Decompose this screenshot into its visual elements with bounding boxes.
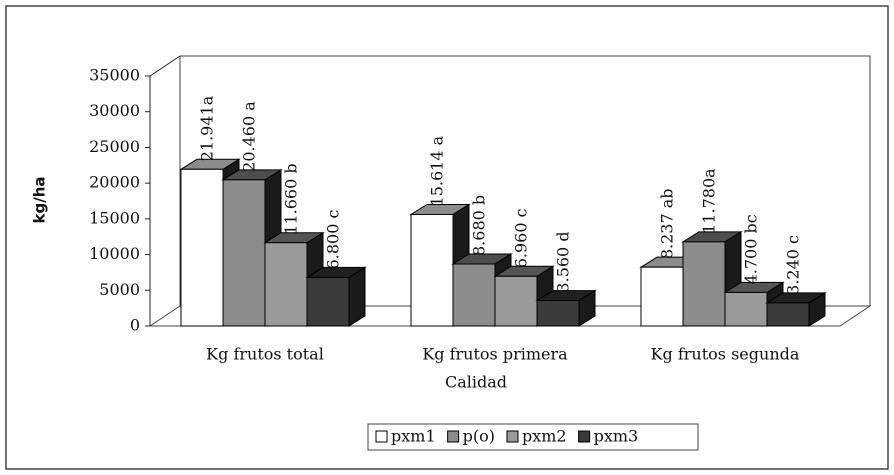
y-tick-label: 20000 <box>89 173 140 192</box>
value-label: 8.237 ab <box>658 188 677 259</box>
legend-label: p(o) <box>463 427 495 446</box>
value-label: 6.800 c <box>324 210 343 270</box>
value-label: 20.460 a <box>240 101 259 172</box>
legend-label: pxm1 <box>391 427 436 446</box>
bar <box>640 266 684 327</box>
value-label: 3.560 d <box>554 231 573 292</box>
y-tick-label: 25000 <box>89 137 140 156</box>
bar <box>724 291 768 327</box>
y-axis-label: kg/ha <box>31 177 49 224</box>
value-label: 4.700 bc <box>742 214 761 284</box>
bar <box>180 168 224 327</box>
legend-swatch <box>447 430 460 443</box>
value-label: 8.680 b <box>470 195 489 256</box>
value-label: 11.780a <box>700 168 719 234</box>
bar <box>536 300 580 327</box>
y-tick-label: 10000 <box>89 244 140 263</box>
legend-label: pxm3 <box>594 427 639 446</box>
value-label: 15.614 a <box>428 135 447 206</box>
x-tick-label: Kg frutos primera <box>422 345 568 364</box>
legend-swatch <box>578 430 591 443</box>
bar <box>306 276 350 327</box>
value-label: 11.660 b <box>282 163 301 234</box>
y-tick-label: 30000 <box>89 101 140 120</box>
y-tick-label: 15000 <box>89 208 140 227</box>
legend-swatch <box>506 430 519 443</box>
x-tick-label: Kg frutos segunda <box>651 345 800 364</box>
bar <box>766 302 810 327</box>
bar <box>222 179 266 327</box>
y-tick-label: 5000 <box>99 280 140 299</box>
legend-swatch <box>375 430 388 443</box>
value-label: 6.960 c <box>512 208 531 268</box>
value-label: 3.240 c <box>784 235 803 295</box>
y-tick-label: 35000 <box>89 66 140 85</box>
y-tick-label: 0 <box>130 316 140 335</box>
bar <box>410 213 454 327</box>
x-axis-label: Calidad <box>445 373 507 392</box>
bar <box>452 263 496 327</box>
bar <box>494 275 538 327</box>
axis-edge <box>149 55 181 77</box>
legend-label: pxm2 <box>522 427 567 446</box>
bar <box>264 242 308 327</box>
value-label: 21.941a <box>198 95 217 161</box>
x-tick-label: Kg frutos total <box>206 345 324 364</box>
floor <box>148 305 872 327</box>
legend <box>367 423 699 451</box>
bar <box>682 241 726 327</box>
